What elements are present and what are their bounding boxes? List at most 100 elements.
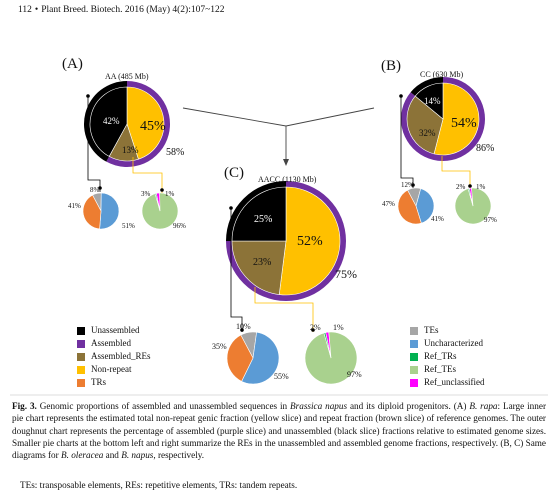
legend-item-ref-trs: Ref_TRs	[410, 350, 484, 363]
panel-c-label: (C)	[224, 165, 244, 181]
panel-c-left-tes: 10%	[236, 322, 251, 331]
legend-swatch	[410, 365, 418, 374]
legend-label: Ref_TRs	[424, 351, 457, 361]
panel-c-unassembled-pct: 25%	[254, 214, 273, 225]
panel-b-label: (B)	[381, 58, 401, 74]
legend-swatch	[77, 339, 85, 348]
panel-b-nonrepeat-pct: 54%	[451, 116, 477, 131]
caption-rapa: B. rapa	[469, 401, 498, 411]
panel-b-inner-assembled-res-slice	[406, 95, 444, 155]
header-bullet: •	[34, 5, 39, 15]
legend-label: Uncharacterized	[424, 338, 483, 348]
legend-swatch	[77, 326, 85, 335]
panel-c-right-tes: 97%	[347, 370, 362, 379]
panel-c-unassembled-connector	[230, 208, 243, 332]
panel-connector-arrowhead	[283, 159, 289, 166]
panel-c-res-pct: 23%	[253, 257, 272, 268]
panel-c-left-uncharacterized-slice	[241, 331, 280, 385]
panel-b-left-unc: 41%	[431, 215, 444, 223]
panel-a-inner-non-repeat-slice	[126, 86, 165, 160]
panel-a-assembled-connector	[132, 157, 163, 193]
panel-a-connector-dot	[160, 188, 164, 192]
panel-c-inner-unassembled-slice	[231, 186, 287, 242]
panel-a-right-unc: 3%	[141, 190, 151, 198]
legend-item-tes: TEs	[410, 324, 484, 337]
caption-napus: B. napus	[121, 450, 154, 461]
panel-c-connector-dot	[311, 328, 315, 332]
panel-b-connector-dot	[399, 94, 403, 98]
panel-c-inner-assembled-res-slice	[231, 240, 287, 295]
panel-b-outer-pct: 86%	[476, 143, 495, 154]
page-number: 112	[18, 5, 32, 15]
panel-b-assembled-connector	[441, 156, 471, 188]
legend-right: TEs Uncharacterized Ref_TRs Ref_TEs Ref_…	[410, 324, 484, 389]
panel-b-left-trs-slice	[397, 189, 422, 225]
legend-item-uncharacterized: Uncharacterized	[410, 337, 484, 350]
panel-b-inner-unassembled-slice	[414, 82, 444, 120]
legend-item-assembled: Assembled	[77, 337, 151, 350]
panel-a-left-trs: 41%	[68, 202, 81, 210]
panel-b-right-ref-tes-slice	[454, 187, 492, 225]
panel-c-left-trs-slice	[226, 334, 254, 382]
panel-b-right-unc: 2%	[456, 183, 466, 191]
panel-a-right-tes: 96%	[173, 222, 186, 230]
panel-c-nonrepeat-pct: 52%	[297, 234, 323, 249]
panel-b-unassembled-pct: 14%	[424, 96, 441, 106]
legend-swatch	[410, 339, 418, 348]
panel-b-left-uncharacterized-slice	[415, 188, 435, 224]
legend-item-unassembled: Unassembled	[77, 324, 151, 337]
caption-oleracea: B. oleracea	[60, 450, 104, 461]
panel-c-title: AACC (1130 Mb)	[258, 175, 317, 184]
panel-b-left-tes: 12%	[401, 181, 414, 189]
panel-a-title: AA (485 Mb)	[105, 72, 149, 81]
legend-swatch	[410, 326, 418, 335]
legend-label: TEs	[424, 325, 439, 335]
legend-swatch	[77, 378, 85, 387]
panel-connector-chevron	[182, 107, 375, 127]
legend-item-trs: TRs	[77, 376, 151, 389]
journal-citation: Plant Breed. Biotech. 2016 (May) 4(2):10…	[41, 5, 225, 15]
panel-c-assembled-connector	[254, 287, 314, 332]
panel-a-right-ref-trs-slice	[154, 193, 161, 212]
panel-a-right-tes2: 1%	[165, 190, 175, 198]
panel-b-connector-dot	[411, 183, 415, 187]
legend-label: TRs	[91, 377, 107, 387]
panel-a-connector-dot	[86, 94, 90, 98]
figure-caption: Fig. 3. Genomic proportions of assembled…	[12, 400, 546, 461]
legend-label: Non-repeat	[91, 364, 132, 374]
caption-text-5: , respectively.	[153, 450, 205, 461]
panel-a-outer-pct: 58%	[166, 147, 185, 158]
legend-label: Ref_TEs	[424, 364, 456, 374]
abbreviations: TEs: transposable elements, REs: repetit…	[20, 480, 298, 490]
page-header: 112 • Plant Breed. Biotech. 2016 (May) 4(2…	[18, 5, 224, 15]
panel-a-left-trs-slice	[82, 194, 102, 230]
panel-c-connector-dot	[240, 328, 244, 332]
panel-a-left-tes: 8%	[90, 186, 100, 194]
panel-b-right-tes2: 1%	[476, 183, 486, 191]
legend-label: Unassembled	[91, 325, 140, 335]
legend-swatch	[410, 352, 418, 361]
panel-c-right-ref-tes-slice	[304, 331, 358, 385]
caption-text-4: and	[103, 450, 122, 461]
panel-c-outer-pct: 75%	[335, 267, 357, 281]
panel-b-title: CC (630 Mb)	[420, 70, 464, 79]
legend-label: Assembled_REs	[91, 351, 151, 361]
panel-b-right-ref-trs-slice	[467, 188, 474, 207]
legend-item-ref-unclassified: Ref_unclassified	[410, 376, 484, 389]
legend-item-nonrepeat: Non-repeat	[77, 363, 151, 376]
panel-b-left-trs: 47%	[382, 200, 395, 208]
panel-b-connector-dot	[468, 184, 472, 188]
legend-item-assembled-res: Assembled_REs	[77, 350, 151, 363]
panel-c-connector-dot	[229, 206, 233, 210]
panel-a-unassembled-pct: 42%	[103, 116, 120, 126]
panel-a-left-unc: 51%	[122, 222, 135, 230]
panel-a-label: (A)	[62, 56, 83, 72]
legend-item-ref-tes: Ref_TEs	[410, 363, 484, 376]
panel-c-left-trs: 35%	[212, 342, 227, 351]
panel-b-res-pct: 32%	[419, 128, 436, 138]
panel-a-inner-unassembled-slice	[89, 86, 128, 157]
caption-lead: Fig. 3.	[12, 401, 37, 411]
legend-swatch	[410, 378, 418, 387]
panel-a-left-uncharacterized-slice	[99, 192, 120, 230]
